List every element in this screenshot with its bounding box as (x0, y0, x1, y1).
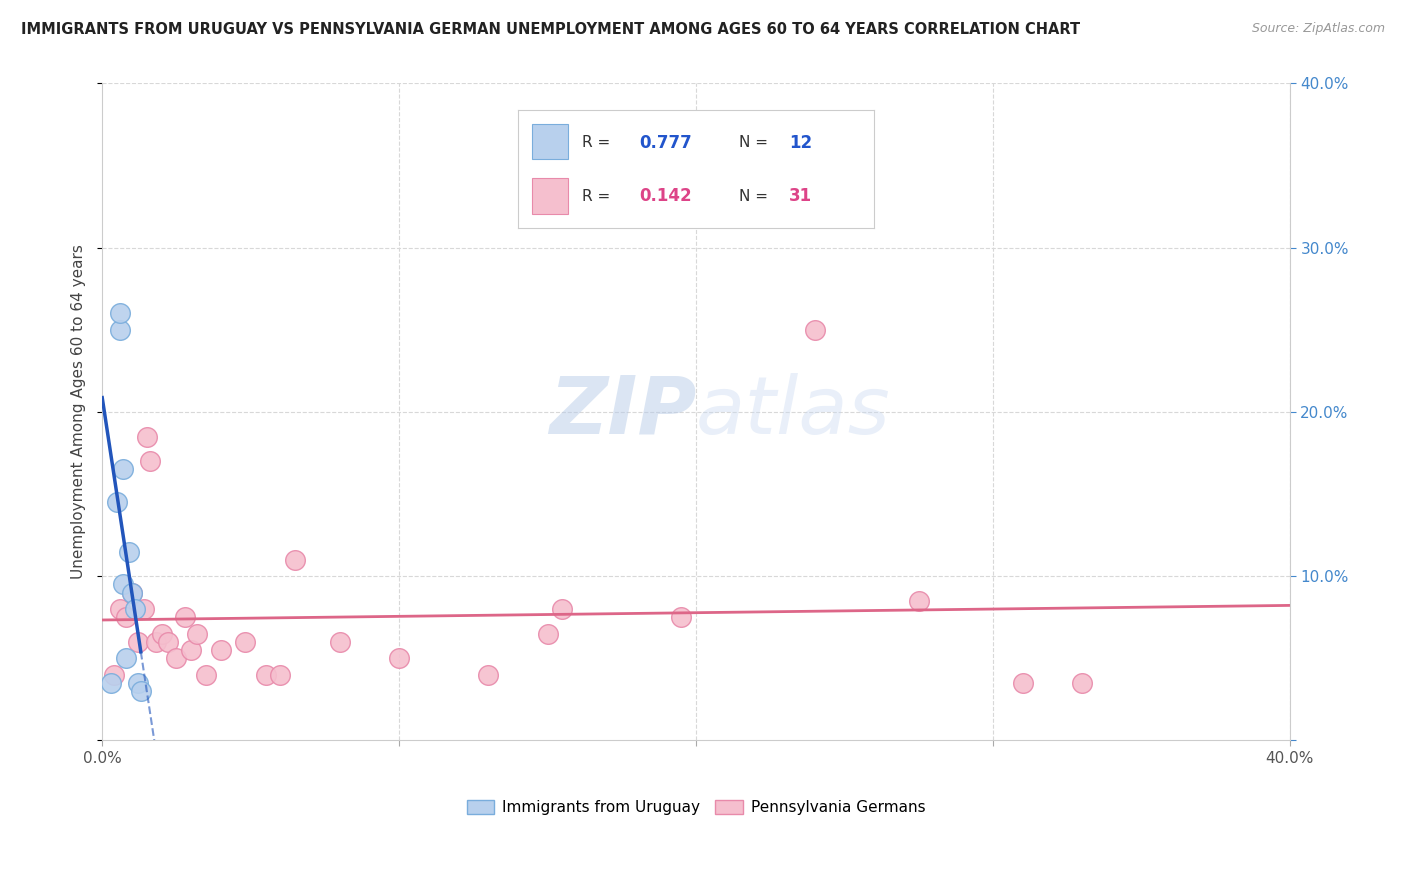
Point (269, 667, 291, 681)
Point (127, 676, 149, 690)
Text: atlas: atlas (696, 373, 891, 451)
Point (671, 610, 693, 624)
Point (118, 544, 141, 558)
Point (115, 610, 138, 624)
Y-axis label: Unemployment Among Ages 60 to 64 years: Unemployment Among Ages 60 to 64 years (72, 244, 86, 580)
Point (108, 323, 131, 337)
Point (150, 626, 173, 640)
Point (135, 429, 157, 443)
Point (108, 602, 131, 616)
Point (254, 667, 277, 681)
Text: ZIP: ZIP (548, 373, 696, 451)
Point (103, 667, 125, 681)
Point (115, 651, 138, 665)
Point (804, 323, 827, 337)
Point (127, 635, 149, 649)
Point (138, 454, 160, 468)
Point (1011, 676, 1033, 690)
Point (121, 585, 143, 599)
Text: IMMIGRANTS FROM URUGUAY VS PENNSYLVANIA GERMAN UNEMPLOYMENT AMONG AGES 60 TO 64 : IMMIGRANTS FROM URUGUAY VS PENNSYLVANIA … (21, 22, 1080, 37)
Point (233, 635, 256, 649)
Point (129, 684, 152, 698)
Point (907, 594, 929, 608)
Point (329, 635, 352, 649)
Point (111, 577, 134, 591)
Point (1071, 676, 1094, 690)
Point (108, 306, 131, 320)
Point (551, 602, 574, 616)
Point (388, 651, 411, 665)
Point (124, 602, 146, 616)
Point (156, 635, 179, 649)
Point (165, 651, 187, 665)
Point (180, 643, 202, 657)
Legend: Immigrants from Uruguay, Pennsylvania Germans: Immigrants from Uruguay, Pennsylvania Ge… (461, 794, 931, 822)
Point (195, 667, 218, 681)
Text: Source: ZipAtlas.com: Source: ZipAtlas.com (1251, 22, 1385, 36)
Point (477, 667, 499, 681)
Point (174, 610, 197, 624)
Point (145, 635, 167, 649)
Point (284, 553, 307, 567)
Point (186, 626, 208, 640)
Point (100, 676, 122, 690)
Point (121, 585, 143, 599)
Point (111, 462, 134, 476)
Point (209, 643, 232, 657)
Point (132, 602, 155, 616)
Point (105, 495, 128, 509)
Point (536, 626, 558, 640)
